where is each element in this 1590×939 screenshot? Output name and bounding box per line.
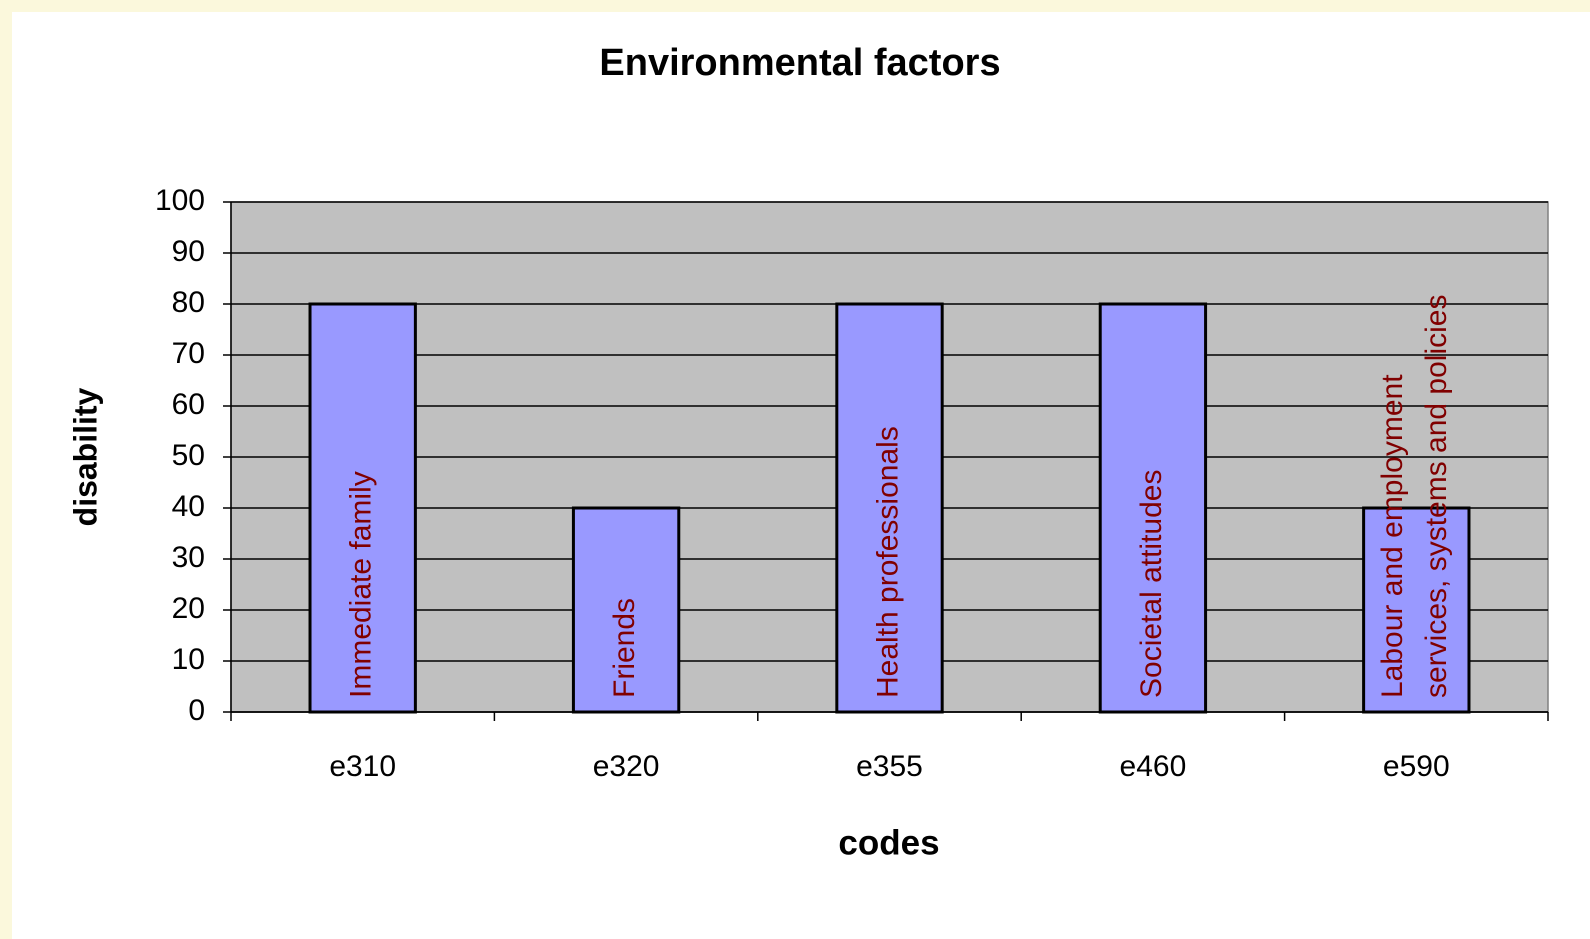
y-tick-label: 10 [172, 643, 205, 676]
y-axis-title: disability [67, 387, 103, 526]
y-tick-label: 30 [172, 541, 205, 574]
y-tick-label: 80 [172, 286, 205, 319]
bar-label: Societal attitudes [1135, 470, 1168, 698]
bar-label: Friends [608, 598, 641, 698]
y-tick-label: 40 [172, 490, 205, 523]
y-tick-label: 50 [172, 439, 205, 472]
x-tick-label: e320 [593, 750, 660, 783]
y-tick-label: 90 [172, 235, 205, 268]
bar [835, 302, 944, 714]
bar [308, 302, 417, 714]
bar-label: Immediate family [345, 471, 378, 698]
x-tick-label: e460 [1120, 750, 1187, 783]
bar [571, 506, 681, 714]
bar-label: services, systems and policies [1420, 295, 1453, 698]
bar-label: Health professionals [871, 426, 904, 698]
chart-title: Environmental factors [599, 42, 1000, 84]
y-tick-label: 0 [188, 694, 205, 727]
y-tick-label: 100 [155, 184, 205, 217]
bar [1362, 506, 1471, 714]
x-axis-title: codes [838, 823, 939, 862]
chart: Environmental factors codes disability 0… [12, 12, 1590, 939]
x-tick-label: e310 [329, 750, 396, 783]
x-tick-label: e590 [1383, 750, 1450, 783]
bar [1098, 302, 1208, 714]
y-tick-label: 20 [172, 592, 205, 625]
bar-label: Labour and employment [1376, 374, 1409, 698]
y-tick-label: 70 [172, 337, 205, 370]
y-tick-label: 60 [172, 388, 205, 421]
x-tick-label: e355 [856, 750, 923, 783]
